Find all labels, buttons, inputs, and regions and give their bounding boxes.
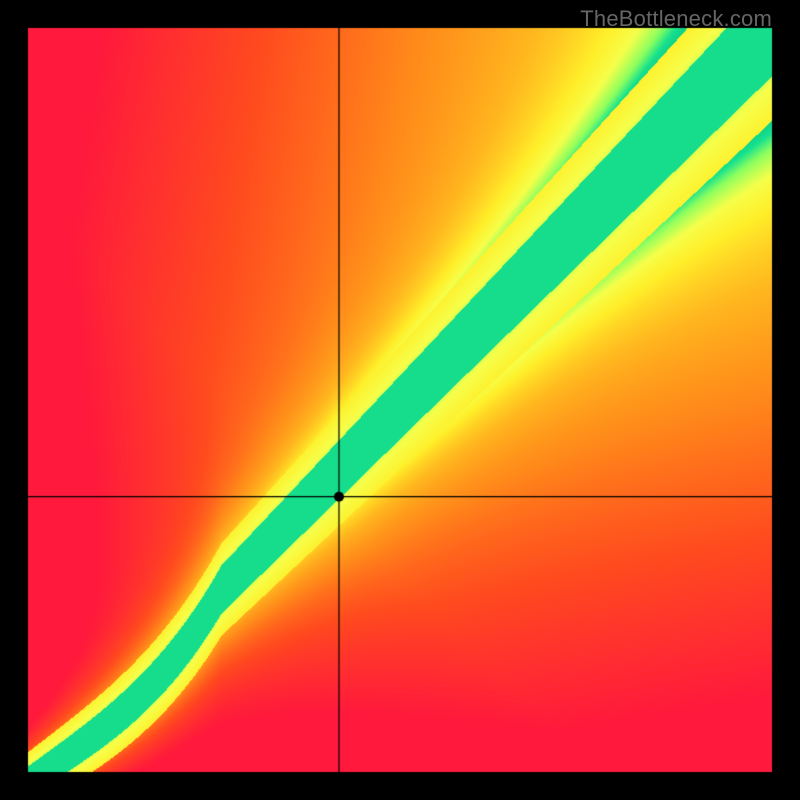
watermark-text: TheBottleneck.com	[580, 6, 772, 32]
bottleneck-heatmap	[0, 0, 800, 800]
chart-container: { "watermark": "TheBottleneck.com", "cha…	[0, 0, 800, 800]
